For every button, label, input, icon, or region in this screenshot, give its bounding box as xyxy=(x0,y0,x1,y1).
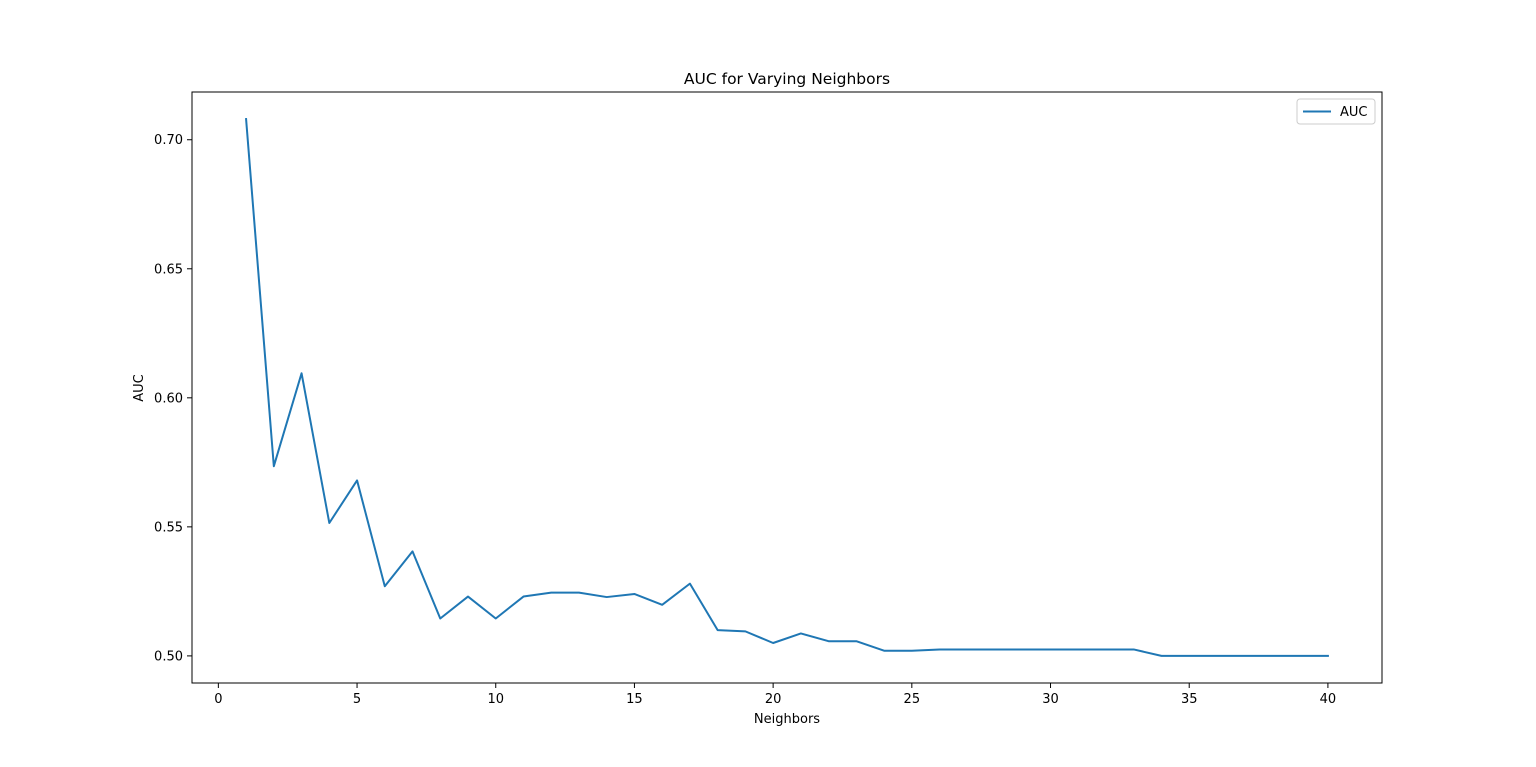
plot-area: 0 5 10 15 20 25 30 35 40 0.50 0.55 0.60 0.65 0.70 xyxy=(154,91,1383,707)
x-axis-label: Neighbors xyxy=(754,712,820,727)
x-tick-label: 10 xyxy=(487,692,504,707)
axes-frame xyxy=(191,91,1383,684)
legend-box xyxy=(1296,98,1376,125)
x-tick-label: 25 xyxy=(904,692,921,707)
series-line-0 xyxy=(245,118,1329,657)
chart-title: AUC for Varying Neighbors xyxy=(684,70,890,88)
x-tick-label: 40 xyxy=(1320,692,1337,707)
x-tick-label: 35 xyxy=(1181,692,1198,707)
y-tick-label: 0.65 xyxy=(154,262,183,277)
y-tick-label: 0.60 xyxy=(154,391,183,406)
x-tick-label: 5 xyxy=(353,692,361,707)
x-tick-label: 20 xyxy=(765,692,782,707)
x-tick-label: 30 xyxy=(1042,692,1059,707)
legend: AUC xyxy=(1296,98,1376,125)
y-tick-label: 0.50 xyxy=(154,649,183,664)
x-tick-label: 15 xyxy=(626,692,643,707)
x-tick-label: 0 xyxy=(214,692,222,707)
legend-label: AUC xyxy=(1340,105,1368,120)
y-tick-label: 0.55 xyxy=(154,520,183,535)
y-tick-label: 0.70 xyxy=(154,133,183,148)
y-axis-label: AUC xyxy=(132,374,147,402)
